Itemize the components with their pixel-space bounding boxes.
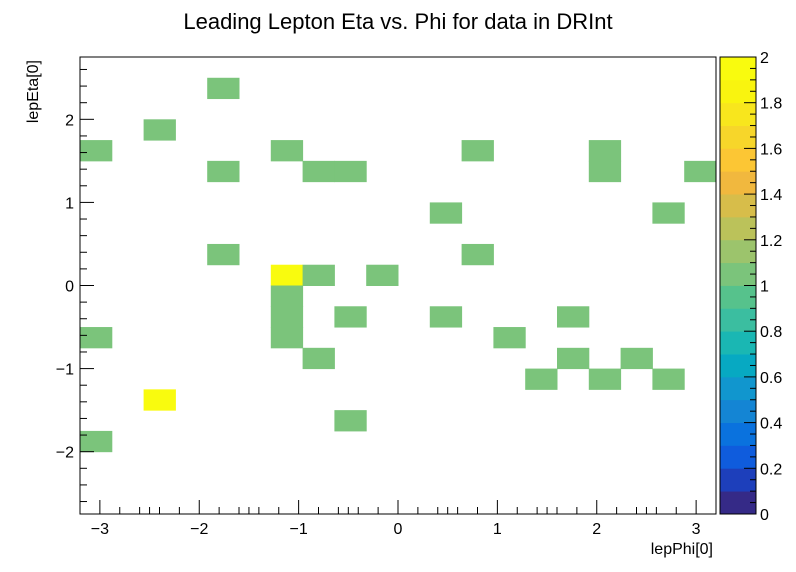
- color-scale-label: 2: [760, 50, 769, 67]
- heatmap-cell: [334, 160, 367, 183]
- x-tick-label: −3: [91, 521, 109, 538]
- x-tick-label: 0: [394, 521, 403, 538]
- x-axis-label: lepPhi[0]: [651, 541, 713, 558]
- color-scale-band: [720, 445, 756, 469]
- heatmap-cell: [588, 160, 622, 183]
- heatmap-cell: [588, 140, 622, 162]
- color-scale-band: [720, 308, 756, 332]
- color-scale-label: 1.6: [760, 141, 782, 158]
- color-scale-band: [720, 194, 756, 218]
- heatmap-cell: [652, 368, 685, 390]
- color-scale-band: [720, 354, 756, 378]
- heatmap-cell: [620, 347, 653, 370]
- heatmap-cell: [270, 140, 304, 162]
- color-scale-band: [720, 79, 756, 104]
- heatmap-cell: [429, 202, 463, 224]
- color-scale-label: 1: [760, 279, 769, 296]
- color-scale-band: [720, 285, 756, 309]
- heatmap-cell: [270, 306, 304, 328]
- color-scale-band: [720, 57, 756, 81]
- color-scale-band: [720, 376, 756, 401]
- heatmap-cell: [80, 140, 113, 162]
- y-tick-label: −1: [56, 362, 74, 379]
- heatmap-cell: [429, 306, 463, 328]
- heatmap-cell: [302, 264, 335, 286]
- y-tick-label: −2: [56, 445, 74, 462]
- x-tick-label: 2: [592, 521, 601, 538]
- heatmap-cell: [270, 264, 304, 286]
- color-scale-band: [720, 216, 756, 241]
- heatmap-cell: [302, 160, 335, 183]
- color-scale-label: 0.2: [760, 461, 782, 478]
- color-scale-band: [720, 171, 756, 195]
- heatmap-cell: [588, 368, 622, 390]
- heatmap-cell: [80, 430, 113, 453]
- y-tick-label: 1: [65, 195, 74, 212]
- color-scale-band: [720, 491, 756, 515]
- heatmap-cell: [461, 140, 494, 162]
- color-scale-band: [720, 102, 756, 126]
- color-scale-band: [720, 262, 756, 286]
- heatmap-cell: [80, 327, 113, 349]
- x-tick-label: −2: [190, 521, 208, 538]
- color-scale-band: [720, 468, 756, 492]
- x-tick-label: −1: [290, 521, 308, 538]
- x-axis: −3 −2 −1 0 1 2 3: [79, 500, 717, 538]
- heatmap-cell: [525, 368, 558, 390]
- heatmap-cell: [143, 389, 176, 411]
- color-scale-band: [720, 331, 756, 355]
- heatmap-cell: [366, 264, 399, 286]
- heatmap-cell: [461, 243, 494, 266]
- x-tick-label: 1: [493, 521, 502, 538]
- x-tick-label: 3: [692, 521, 701, 538]
- color-scale-band: [720, 125, 756, 149]
- heatmap-cell: [652, 202, 685, 224]
- chart-title: Leading Lepton Eta vs. Phi for data in D…: [183, 9, 612, 34]
- heatmap-cell: [493, 327, 526, 349]
- color-scale-band: [720, 399, 756, 423]
- color-scale-label: 1.4: [760, 187, 782, 204]
- heatmap-cell: [334, 306, 367, 328]
- color-scale-label: 0.8: [760, 324, 782, 341]
- heatmap-cell: [557, 347, 590, 370]
- color-scale-label: 1.8: [760, 96, 782, 113]
- color-scale-label: 0.6: [760, 370, 782, 387]
- y-tick-label: 0: [65, 279, 74, 296]
- color-scale-label: 1.2: [760, 233, 782, 250]
- y-axis-label: lepEta[0]: [25, 60, 42, 123]
- heatmap-cell: [557, 306, 590, 328]
- heatmap-cell: [207, 243, 240, 266]
- color-scale-band: [720, 239, 756, 264]
- color-scale-band: [720, 422, 756, 446]
- heatmap-cell: [270, 285, 304, 307]
- heatmap-cell: [143, 119, 176, 141]
- heatmap-cell: [684, 160, 717, 183]
- heatmap-cells: [80, 77, 717, 453]
- heatmap-cell: [270, 327, 304, 349]
- color-scale-bar: 0 0.2 0.4 0.6 0.8 1 1.2 1.4 1.6 1.8 2: [719, 50, 782, 524]
- heatmap-cell: [334, 410, 367, 432]
- color-scale-label: 0.4: [760, 416, 782, 433]
- heatmap-cell: [207, 77, 240, 100]
- heatmap-cell: [207, 160, 240, 183]
- heatmap-cell: [302, 347, 335, 370]
- y-axis: −2 −1 0 1 2: [56, 68, 94, 503]
- color-scale-band: [720, 148, 756, 172]
- color-scale-label: 0: [760, 507, 769, 524]
- y-tick-label: 2: [65, 112, 74, 129]
